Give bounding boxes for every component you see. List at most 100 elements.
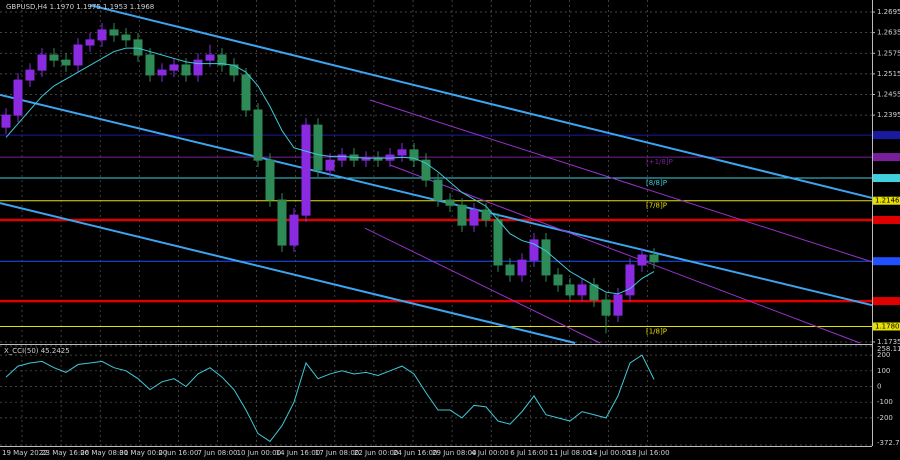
- candle-body: [241, 74, 251, 111]
- candle-body: [265, 159, 275, 201]
- cci-line: [5, 354, 655, 443]
- candle-body: [529, 239, 539, 261]
- x-tick-label: 19 May 2022: [2, 449, 48, 457]
- y-tick-label: 1.2395: [877, 111, 900, 119]
- candle-body: [457, 204, 467, 226]
- y-tick-label: 1.2515: [877, 70, 900, 78]
- candle-body: [601, 299, 611, 316]
- candle-body: [625, 264, 635, 296]
- candle-body: [49, 54, 59, 61]
- x-tick-label: 11 Jul 08:00: [549, 449, 591, 457]
- candle-body: [433, 179, 443, 201]
- x-tick-label: 14 Jul 00:00: [589, 449, 631, 457]
- x-tick-label: 26 May 08:00: [80, 449, 128, 457]
- candle-body: [145, 54, 155, 76]
- candle-body: [397, 149, 407, 156]
- candle-body: [85, 39, 95, 46]
- level-tag: [+1/8]P: [646, 158, 673, 166]
- y-tick-label: 1.2695: [877, 8, 900, 16]
- candle-body: [37, 54, 47, 71]
- candle-body: [517, 259, 527, 276]
- candle-body: [157, 69, 167, 76]
- x-tick-label: 22 Jun 00:00: [354, 449, 398, 457]
- x-tick-label: 2 Jun 16:00: [158, 449, 198, 457]
- x-tick-label: 17 Jun 08:00: [315, 449, 359, 457]
- candle-body: [613, 294, 623, 316]
- level-price-tag: [873, 215, 900, 224]
- moving-average: [5, 47, 655, 295]
- channel-line: [0, 202, 576, 344]
- indicator-tick-label: 200: [877, 351, 890, 359]
- indicator-title: X_CCI(50) 45.2425: [4, 347, 70, 355]
- x-tick-label: 4 Jul 00:00: [471, 449, 509, 457]
- y-tick-label: 1.2575: [877, 49, 900, 57]
- candle-body: [205, 54, 215, 61]
- candle-body: [193, 59, 203, 76]
- candle-body: [325, 159, 335, 171]
- level-price-tag: [873, 196, 900, 205]
- axes: 1.2695 1.2635 1.2575 1.2515 1.2455 1.2395 1.17…: [2, 8, 900, 457]
- candle-body: [577, 284, 587, 296]
- candle-body: [289, 214, 299, 246]
- candle-body: [505, 264, 515, 276]
- x-tick-label: 29 Jun 08:00: [432, 449, 476, 457]
- level-tag: [8/8]P: [646, 179, 667, 187]
- levels: [+1/8]P [8/8]P [7/8]P [1/8]P: [0, 134, 872, 336]
- candle-body: [277, 199, 287, 246]
- candle-body: [109, 29, 119, 36]
- channel-line: [89, 4, 873, 199]
- candle-body: [61, 59, 71, 66]
- candle-body: [565, 284, 575, 296]
- candle-body: [469, 209, 479, 226]
- level-price-label: 1.1780: [875, 323, 900, 331]
- y-tick-label: 1.2635: [877, 29, 900, 37]
- candle-body: [25, 69, 35, 81]
- candle-body: [553, 274, 563, 286]
- level-price-tag: [873, 131, 900, 140]
- indicator-plot: [5, 354, 655, 443]
- candle-body: [493, 219, 503, 266]
- x-tick-label: 23 May 16:00: [41, 449, 89, 457]
- indicator-tick-label: 100: [877, 367, 890, 375]
- level-tag: [7/8]P: [646, 202, 667, 210]
- price-plot: [0, 4, 873, 344]
- indicator-tick-label: -100: [877, 398, 893, 406]
- candle-body: [1, 114, 11, 128]
- candle-body: [421, 159, 431, 181]
- x-tick-label: 18 Jul 16:00: [628, 449, 670, 457]
- candle-body: [301, 124, 311, 216]
- x-tick-label: 14 Jun 16:00: [276, 449, 320, 457]
- candle-body: [409, 149, 419, 161]
- y-tick-label: 1.2455: [877, 91, 900, 99]
- candle-body: [73, 44, 83, 66]
- level-tag: [1/8]P: [646, 328, 667, 336]
- x-tick-label: 24 Jun 16:00: [393, 449, 437, 457]
- grid: [0, 0, 872, 446]
- indicator-tick-label: 0: [877, 383, 881, 391]
- candle-body: [481, 209, 491, 221]
- level-price-tag: [873, 297, 900, 306]
- chart-title: GBPUSD,H4 1.1970 1.1975 1.1953 1.1968: [6, 3, 154, 11]
- x-tick-label: 10 Jun 00:00: [237, 449, 281, 457]
- candle-body: [313, 124, 323, 171]
- channel-line: [364, 227, 601, 344]
- level-price-tag: [873, 257, 900, 266]
- level-price-tag: [873, 322, 900, 331]
- indicator-tick-label: 258.1176: [877, 345, 900, 353]
- candle-body: [97, 29, 107, 41]
- candle-body: [181, 64, 191, 76]
- candle-body: [121, 34, 131, 41]
- candle-body: [13, 79, 23, 116]
- indicator-tick-label: -200: [877, 414, 893, 422]
- channel-line: [389, 164, 861, 344]
- level-price-tag: [873, 153, 900, 162]
- candle-body: [337, 154, 347, 161]
- candle-body: [133, 39, 143, 56]
- candle-body: [217, 54, 227, 66]
- candle-body: [649, 254, 659, 263]
- x-tick-label: 7 Jun 08:00: [198, 449, 238, 457]
- candle-body: [169, 64, 179, 71]
- candle-body: [637, 254, 647, 266]
